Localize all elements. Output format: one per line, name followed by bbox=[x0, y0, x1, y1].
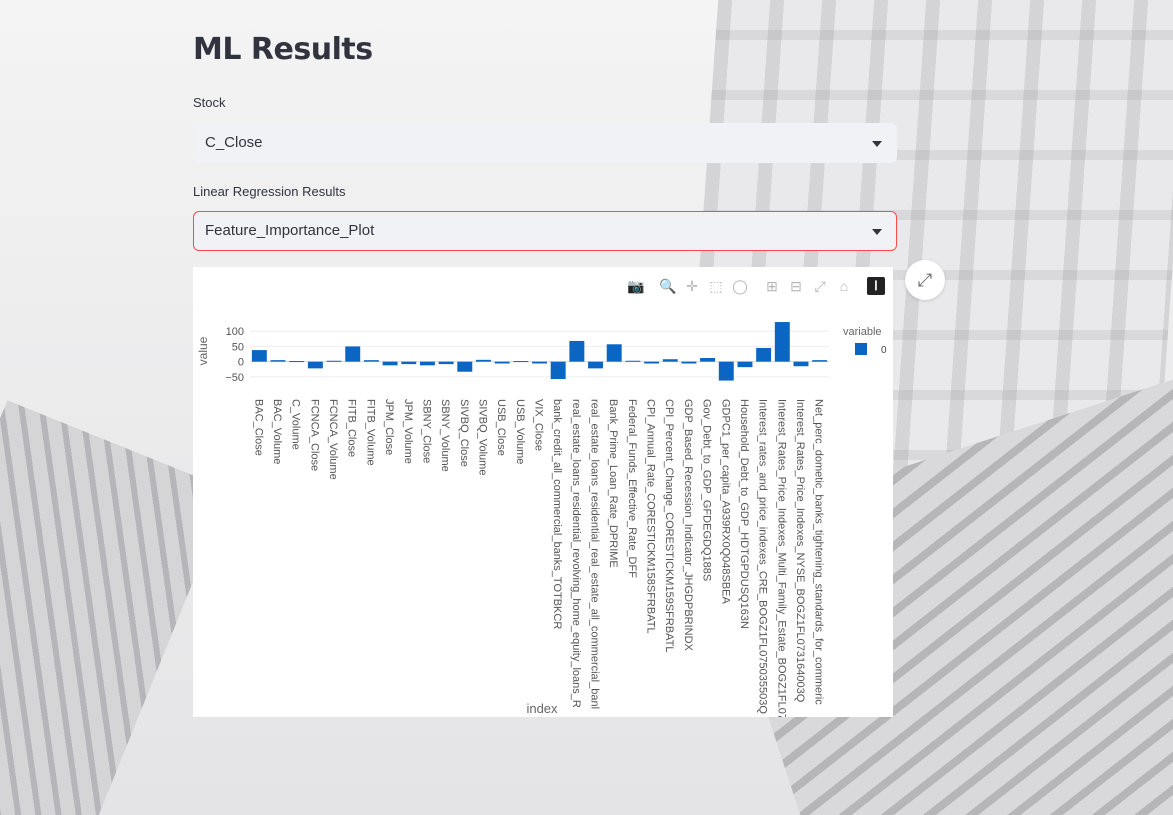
bar[interactable] bbox=[700, 358, 716, 362]
y-tick-labels: 100 50 0 −50 bbox=[225, 326, 244, 384]
box-select-icon[interactable]: ⬚ bbox=[709, 278, 723, 294]
y-axis-label: value bbox=[196, 336, 210, 365]
bar[interactable] bbox=[289, 361, 305, 363]
x-tick-label: Bank_Prime_Loan_Rate_DPRIME bbox=[607, 399, 619, 568]
bar[interactable] bbox=[270, 360, 286, 362]
bar[interactable] bbox=[382, 361, 398, 366]
zoom-out-icon[interactable]: ⊟ bbox=[790, 278, 802, 294]
x-tick-label: SBNY_Volume bbox=[439, 399, 451, 472]
bar[interactable] bbox=[475, 359, 491, 362]
x-tick-label: CPI_Percent_Change_CORESTICKM159SFRBATL bbox=[663, 399, 675, 653]
bar[interactable] bbox=[307, 361, 323, 369]
x-tick-label: JPM_Close bbox=[383, 399, 395, 455]
bar-chart-svg: 100 50 0 −50 BAC_Close BAC_Volume C_Volume FCN… bbox=[196, 322, 887, 717]
x-tick-label: GDPC1_per_capita_A939RX0Q048SBEA bbox=[719, 399, 731, 605]
x-tick-label: VIX_Close bbox=[533, 399, 545, 451]
bar[interactable] bbox=[774, 322, 790, 362]
pan-icon[interactable]: ✛ bbox=[686, 278, 698, 294]
bar[interactable] bbox=[756, 347, 772, 362]
x-tick-label: Net_perc_dometic_banks_tightening_standa… bbox=[813, 399, 825, 705]
bar[interactable] bbox=[345, 346, 361, 362]
x-tick-label: FITB_Close bbox=[346, 399, 358, 457]
bar[interactable] bbox=[718, 361, 734, 381]
bar[interactable] bbox=[513, 361, 529, 363]
results-select-label: Linear Regression Results bbox=[193, 184, 346, 199]
bar[interactable] bbox=[251, 350, 267, 362]
chevron-down-icon bbox=[872, 229, 882, 235]
bar[interactable] bbox=[606, 344, 622, 362]
x-tick-label: USB_Close bbox=[495, 399, 507, 456]
stock-select-label: Stock bbox=[193, 95, 226, 110]
x-tick-label: SBNY_Close bbox=[420, 399, 432, 463]
x-tick-label: USB_Volume bbox=[514, 399, 526, 464]
x-tick-label: JPM_Volume bbox=[402, 399, 414, 464]
x-tick-label: C_Volume bbox=[290, 399, 302, 450]
bar[interactable] bbox=[812, 360, 828, 362]
bar[interactable] bbox=[588, 361, 604, 369]
x-tick-labels: BAC_Close BAC_Volume C_Volume FCNCA_Close FC… bbox=[252, 399, 824, 717]
plot-modebar: 📷 🔍 ✛ ⬚ ◯ ⊞ ⊟ ⤢ ⌂ ❙ bbox=[627, 277, 887, 297]
x-tick-label: real_estate_loans_residential_real_estat… bbox=[589, 399, 601, 709]
bar[interactable] bbox=[793, 361, 809, 367]
x-tick-label: BAC_Close bbox=[252, 399, 264, 456]
y-tick-label: 0 bbox=[238, 357, 244, 369]
bar[interactable] bbox=[363, 360, 379, 362]
x-tick-label: GDP_Based_Recession_Indicator_JHGDPBRIND… bbox=[682, 399, 694, 652]
results-select-value: Feature_Importance_Plot bbox=[205, 222, 375, 239]
x-tick-label: Household_Debt_to_GDP_HDTGPDUSQ163N bbox=[738, 399, 750, 629]
bar[interactable] bbox=[457, 361, 473, 372]
page-title: ML Results bbox=[193, 32, 373, 67]
x-tick-label: Interest_Rates_Price_Indexes_NYSE_BOGZ1F… bbox=[794, 399, 806, 703]
bar[interactable] bbox=[401, 361, 417, 365]
x-tick-label: bank_credit_all_commercial_banks_TOTBKCR bbox=[551, 399, 563, 629]
bar[interactable] bbox=[550, 361, 566, 380]
y-tick-label: −50 bbox=[225, 372, 244, 384]
bar[interactable] bbox=[662, 359, 678, 362]
x-tick-label: SIVBQ_Close bbox=[458, 399, 470, 467]
legend-title: variable bbox=[843, 326, 882, 338]
bar[interactable] bbox=[419, 361, 435, 366]
stock-select[interactable]: C_Close bbox=[193, 123, 897, 163]
bar[interactable] bbox=[532, 361, 547, 364]
zoom-in-icon[interactable]: ⊞ bbox=[766, 278, 778, 294]
chevron-down-icon bbox=[872, 141, 882, 147]
zoom-icon[interactable]: 🔍 bbox=[659, 278, 677, 294]
bar[interactable] bbox=[438, 361, 454, 365]
bar[interactable] bbox=[737, 361, 753, 368]
bar[interactable] bbox=[681, 361, 697, 364]
grid-lines bbox=[250, 330, 829, 378]
plotly-logo-icon[interactable]: ❙ bbox=[867, 277, 885, 295]
x-axis-label: index bbox=[526, 701, 558, 716]
x-tick-label: Interest_Rates_Price_Indexes_Multi_Famil… bbox=[775, 399, 787, 717]
x-tick-label: FITB_Volume bbox=[364, 399, 376, 466]
feature-importance-chart: 📷 🔍 ✛ ⬚ ◯ ⊞ ⊟ ⤢ ⌂ ❙ 100 50 0 −50 BAC_Close B… bbox=[193, 267, 893, 717]
legend-swatch[interactable] bbox=[855, 343, 867, 355]
bar[interactable] bbox=[494, 361, 510, 364]
stock-select-value: C_Close bbox=[205, 134, 263, 151]
reset-axes-icon[interactable]: ⌂ bbox=[839, 278, 849, 294]
bar[interactable] bbox=[569, 340, 585, 362]
camera-icon[interactable]: 📷 bbox=[627, 278, 645, 294]
fullscreen-expand-icon[interactable]: ⤢ bbox=[905, 260, 945, 300]
x-tick-label: FCNCA_Close bbox=[308, 399, 320, 471]
bar[interactable] bbox=[644, 361, 660, 364]
lasso-icon[interactable]: ◯ bbox=[732, 278, 748, 294]
x-tick-label: FCNCA_Volume bbox=[327, 399, 339, 480]
results-select[interactable]: Feature_Importance_Plot bbox=[193, 211, 897, 251]
x-tick-label: Interest_rates_and_price_indexes_CRE_BOG… bbox=[757, 399, 769, 714]
bar[interactable] bbox=[326, 360, 342, 362]
x-tick-label: real_estate_loans_residential_revolving_… bbox=[570, 399, 582, 708]
autoscale-icon[interactable]: ⤢ bbox=[814, 278, 826, 294]
x-tick-label: Federal_Funds_Effective_Rate_DFF bbox=[626, 399, 638, 578]
x-tick-label: BAC_Volume bbox=[271, 399, 283, 464]
bars-group bbox=[251, 322, 828, 381]
legend-entry: 0 bbox=[881, 345, 887, 356]
y-tick-label: 100 bbox=[226, 326, 244, 338]
x-tick-label: Gov_Debt_to_GDP_GFDEGDQ188S bbox=[701, 399, 713, 581]
x-tick-label: CPI_Annual_Rate_CORESTICKM158SFRBATL bbox=[645, 399, 657, 634]
x-tick-label: SIVBQ_Volume bbox=[476, 399, 488, 475]
y-tick-label: 50 bbox=[232, 341, 244, 353]
bar[interactable] bbox=[625, 360, 641, 362]
